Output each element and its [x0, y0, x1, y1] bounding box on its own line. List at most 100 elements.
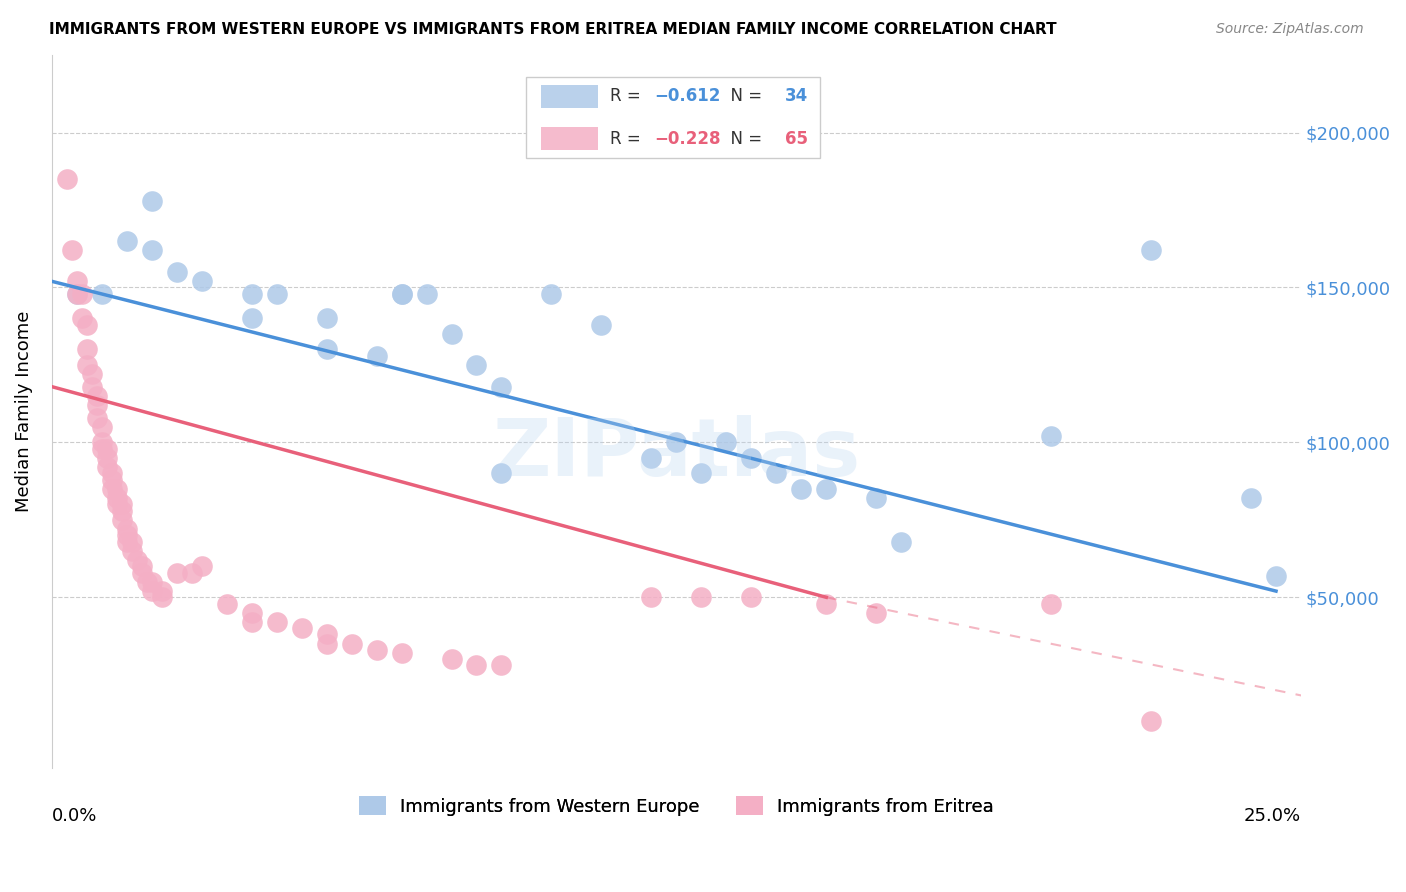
- Point: [1040, 429, 1063, 443]
- Point: [240, 606, 263, 620]
- Point: [86, 398, 108, 412]
- Point: [391, 646, 413, 660]
- Text: N =: N =: [720, 129, 768, 147]
- Point: [1040, 597, 1063, 611]
- Point: [266, 286, 288, 301]
- Point: [240, 615, 263, 629]
- Point: [291, 621, 314, 635]
- Point: [76, 358, 98, 372]
- Point: [640, 591, 662, 605]
- Point: [491, 658, 513, 673]
- Point: [90, 286, 112, 301]
- Point: [96, 450, 118, 465]
- Point: [166, 566, 188, 580]
- Point: [366, 349, 388, 363]
- Point: [366, 643, 388, 657]
- Point: [865, 491, 887, 505]
- Point: [121, 534, 143, 549]
- Point: [141, 574, 163, 589]
- Point: [740, 591, 762, 605]
- Point: [76, 318, 98, 332]
- Point: [135, 574, 157, 589]
- Point: [96, 442, 118, 456]
- Point: [115, 234, 138, 248]
- FancyBboxPatch shape: [541, 85, 598, 108]
- Point: [80, 368, 103, 382]
- Point: [266, 615, 288, 629]
- Point: [80, 379, 103, 393]
- Point: [440, 652, 463, 666]
- Point: [115, 522, 138, 536]
- Text: 65: 65: [785, 129, 808, 147]
- Point: [690, 467, 713, 481]
- Point: [740, 450, 762, 465]
- Point: [125, 553, 148, 567]
- Point: [1240, 491, 1263, 505]
- Point: [391, 286, 413, 301]
- Point: [190, 274, 212, 288]
- Point: [315, 311, 337, 326]
- Point: [890, 534, 912, 549]
- Point: [465, 358, 488, 372]
- Point: [100, 467, 122, 481]
- Point: [215, 597, 238, 611]
- Point: [86, 410, 108, 425]
- Point: [141, 244, 163, 258]
- Point: [131, 566, 153, 580]
- FancyBboxPatch shape: [541, 127, 598, 150]
- Point: [690, 591, 713, 605]
- Point: [815, 597, 838, 611]
- Point: [1140, 714, 1163, 729]
- Point: [86, 389, 108, 403]
- Point: [815, 482, 838, 496]
- Point: [150, 591, 173, 605]
- Text: Source: ZipAtlas.com: Source: ZipAtlas.com: [1216, 22, 1364, 37]
- Point: [315, 343, 337, 357]
- Point: [66, 286, 89, 301]
- Point: [1140, 244, 1163, 258]
- Point: [465, 658, 488, 673]
- Text: ZIPatlas: ZIPatlas: [492, 415, 860, 493]
- Point: [105, 497, 128, 511]
- Point: [100, 482, 122, 496]
- Point: [111, 497, 134, 511]
- Text: R =: R =: [610, 87, 647, 105]
- Point: [440, 326, 463, 341]
- Point: [141, 584, 163, 599]
- Point: [790, 482, 813, 496]
- Point: [90, 435, 112, 450]
- Legend: Immigrants from Western Europe, Immigrants from Eritrea: Immigrants from Western Europe, Immigran…: [352, 789, 1001, 822]
- Point: [115, 534, 138, 549]
- Text: 34: 34: [785, 87, 808, 105]
- Text: 0.0%: 0.0%: [52, 807, 97, 825]
- Point: [180, 566, 202, 580]
- Point: [315, 637, 337, 651]
- Point: [66, 274, 89, 288]
- Point: [105, 491, 128, 505]
- Y-axis label: Median Family Income: Median Family Income: [15, 310, 32, 512]
- Text: IMMIGRANTS FROM WESTERN EUROPE VS IMMIGRANTS FROM ERITREA MEDIAN FAMILY INCOME C: IMMIGRANTS FROM WESTERN EUROPE VS IMMIGR…: [49, 22, 1057, 37]
- Point: [90, 442, 112, 456]
- Point: [765, 467, 787, 481]
- Point: [391, 286, 413, 301]
- Point: [415, 286, 437, 301]
- Point: [190, 559, 212, 574]
- Point: [315, 627, 337, 641]
- Point: [60, 244, 83, 258]
- Point: [166, 265, 188, 279]
- Point: [111, 513, 134, 527]
- Point: [111, 503, 134, 517]
- Point: [240, 286, 263, 301]
- Point: [90, 420, 112, 434]
- Point: [540, 286, 562, 301]
- Point: [121, 544, 143, 558]
- FancyBboxPatch shape: [526, 77, 820, 159]
- Point: [141, 194, 163, 208]
- Point: [76, 343, 98, 357]
- Point: [491, 379, 513, 393]
- Point: [131, 559, 153, 574]
- Point: [640, 450, 662, 465]
- Point: [70, 311, 93, 326]
- Text: −0.228: −0.228: [654, 129, 720, 147]
- Point: [105, 482, 128, 496]
